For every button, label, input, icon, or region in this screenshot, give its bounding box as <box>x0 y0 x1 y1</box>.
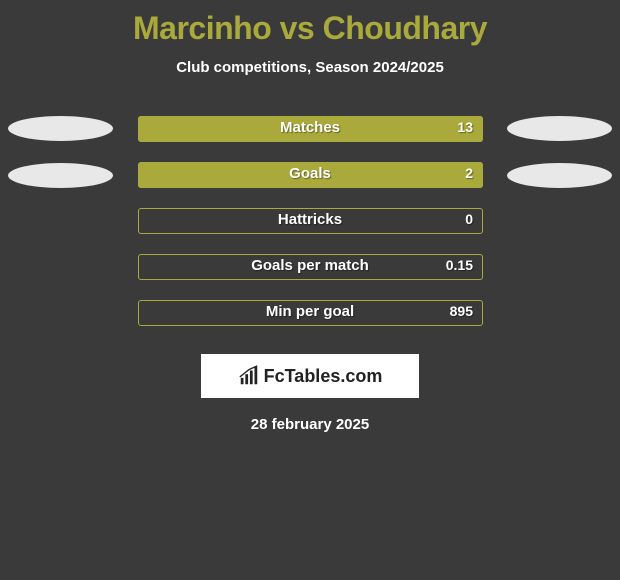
comparison-subtitle: Club competitions, Season 2024/2025 <box>0 59 620 76</box>
player-left-marker <box>8 116 113 141</box>
stat-row: Hattricks0 <box>0 208 620 238</box>
stat-value: 2 <box>138 165 483 181</box>
logo-text: FcTables.com <box>264 366 383 387</box>
stat-value: 0.15 <box>138 257 483 273</box>
stat-row: Goals per match0.15 <box>0 254 620 284</box>
comparison-title: Marcinho vs Choudhary <box>0 0 620 47</box>
comparison-date: 28 february 2025 <box>0 416 620 433</box>
player-right-marker <box>507 116 612 141</box>
stat-row: Goals2 <box>0 162 620 192</box>
logo: FcTables.com <box>238 365 383 387</box>
stat-value: 13 <box>138 119 483 135</box>
player-left-marker <box>8 163 113 188</box>
logo-box: FcTables.com <box>201 354 419 398</box>
player-right-marker <box>507 163 612 188</box>
stat-value: 895 <box>138 303 483 319</box>
stat-value: 0 <box>138 211 483 227</box>
stat-row: Min per goal895 <box>0 300 620 330</box>
stat-row: Matches13 <box>0 116 620 146</box>
chart-icon <box>238 365 260 387</box>
stats-container: Matches13 Goals2 Hattricks0 Goals per match… <box>0 116 620 330</box>
